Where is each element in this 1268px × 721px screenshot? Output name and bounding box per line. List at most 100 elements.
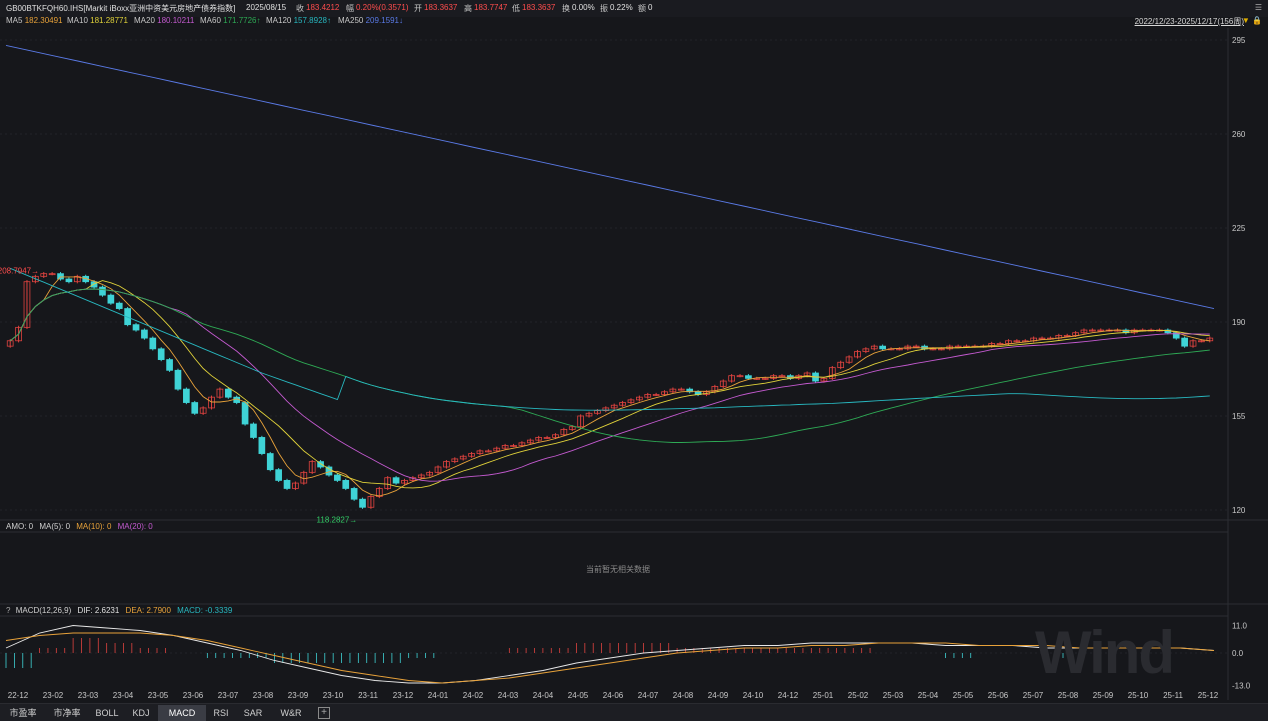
- x-tick-label: 25-03: [883, 691, 904, 700]
- candle-body: [535, 437, 543, 441]
- tab-macd[interactable]: MACD: [158, 705, 206, 721]
- amount-label: 额: [638, 4, 646, 13]
- candle-body: [266, 453, 274, 471]
- candle-body: [526, 439, 534, 444]
- candle-body: [459, 455, 467, 460]
- x-tick-label: 24-05: [568, 691, 589, 700]
- ma60-line: [9, 288, 1210, 443]
- candle-body: [392, 477, 400, 484]
- x-tick-label: 25-08: [1058, 691, 1079, 700]
- candle-body: [996, 343, 1004, 345]
- ma250-line: [5, 44, 1215, 310]
- high-value: 183.7747: [474, 3, 508, 12]
- candle-body: [669, 388, 677, 393]
- help-icon[interactable]: ?: [6, 606, 11, 615]
- amo-label: AMO: 0: [6, 522, 34, 531]
- date-range-selector[interactable]: 2022/12/23-2025/12/17(156周): [1134, 17, 1244, 26]
- ma20-value: 180.10211: [157, 16, 195, 25]
- x-tick-label: 25-02: [848, 691, 869, 700]
- add-tab-icon[interactable]: +: [318, 707, 330, 719]
- ma-legend: MA5 182.30491 MA10 181.28771 MA20 180.10…: [0, 15, 1268, 28]
- x-tick-label: 25-01: [813, 691, 834, 700]
- candle-body: [912, 345, 920, 348]
- tab-kdj[interactable]: KDJ: [132, 708, 150, 718]
- x-tick-label: 24-12: [778, 691, 799, 700]
- x-tick-label: 23-11: [358, 691, 378, 700]
- candle-body: [417, 474, 425, 479]
- lock-icon[interactable]: ▼ 🔒: [1241, 16, 1262, 25]
- macd-tick-label: 11.0: [1232, 622, 1248, 631]
- candle-body: [1080, 329, 1088, 334]
- candle-body: [99, 286, 106, 296]
- candle-body: [954, 345, 962, 348]
- candle-body: [560, 428, 568, 436]
- tab-pb[interactable]: 市净率: [53, 708, 81, 718]
- candle-body: [1038, 337, 1046, 340]
- x-tick-label: 23-03: [78, 691, 99, 700]
- macd-value: MACD: -0.3339: [177, 606, 233, 615]
- ma250-label: MA250: [338, 16, 364, 25]
- price-tick-label: 295: [1232, 36, 1246, 45]
- price-tick-label: 225: [1232, 224, 1246, 233]
- amo-ma10: MA(10): 0: [76, 522, 112, 531]
- macd-label: MACD(12,26,9): [15, 606, 72, 615]
- tab-sar[interactable]: SAR: [243, 708, 263, 718]
- amo-ma5: MA(5): 0: [39, 522, 71, 531]
- candle-body: [677, 388, 685, 391]
- candle-body: [568, 426, 576, 430]
- ma120-line: [10, 267, 1210, 411]
- tab-boll[interactable]: BOLL: [95, 708, 119, 718]
- candle-body: [1063, 335, 1071, 337]
- candle-body: [845, 356, 853, 363]
- candle-body: [1097, 329, 1105, 332]
- amount-value: 0: [648, 3, 653, 12]
- candle-body: [543, 437, 551, 439]
- no-data-message: 当前暂无相关数据: [586, 565, 650, 574]
- ma10-value: 181.28771: [90, 16, 128, 25]
- candle-body: [359, 498, 366, 508]
- tab-pe[interactable]: 市盈率: [9, 708, 37, 718]
- candle-body: [753, 377, 761, 380]
- candle-body: [258, 437, 266, 454]
- candle-body: [149, 337, 157, 350]
- x-tick-label: 22-12: [8, 691, 29, 700]
- price-panel: [0, 28, 1268, 520]
- macd-dif-line: [5, 625, 1215, 684]
- candle-body: [141, 329, 148, 339]
- x-tick-label: 23-04: [113, 691, 134, 700]
- candle-body: [510, 445, 517, 447]
- candle-body: [627, 399, 635, 403]
- candle-body: [1181, 337, 1188, 347]
- price-tick-label: 155: [1232, 412, 1246, 421]
- x-tick-label: 23-02: [43, 691, 64, 700]
- candle-body: [426, 471, 433, 476]
- price-tick-label: 260: [1232, 130, 1246, 139]
- open-label: 开: [414, 4, 422, 13]
- x-tick-label: 24-07: [638, 691, 659, 700]
- candle-body: [166, 359, 173, 371]
- candle-body: [199, 407, 207, 414]
- candle-body: [1189, 340, 1197, 347]
- candle-body: [191, 402, 199, 414]
- candle-body: [224, 388, 232, 398]
- settings-icon[interactable]: ☰: [1254, 3, 1262, 12]
- ma120-legend: MA120 157.8928↑: [266, 16, 331, 25]
- candle-body: [216, 388, 224, 398]
- candle-body: [602, 407, 610, 411]
- security-name: GB00BTKFQH60.IHS[Markit iBoxx亚洲中资美元房地产债券…: [6, 4, 236, 13]
- tab-rsi[interactable]: RSI: [213, 708, 229, 718]
- candle-body: [443, 461, 450, 468]
- amo-ma20: MA(20): 0: [117, 522, 153, 531]
- candle-body: [367, 496, 375, 508]
- candle-body: [292, 482, 299, 489]
- candle-body: [577, 415, 584, 428]
- tab-wr[interactable]: W&R: [280, 708, 302, 718]
- x-tick-label: 24-06: [603, 691, 624, 700]
- candle-body: [23, 281, 31, 328]
- candle-body: [719, 380, 727, 387]
- price-tick-label: 190: [1232, 318, 1246, 327]
- extreme-annotation: 118.2827→: [317, 516, 358, 525]
- candle-body: [174, 369, 182, 390]
- ma10-label: MA10: [67, 16, 88, 25]
- macd-dif: DIF: 2.6231: [77, 606, 120, 615]
